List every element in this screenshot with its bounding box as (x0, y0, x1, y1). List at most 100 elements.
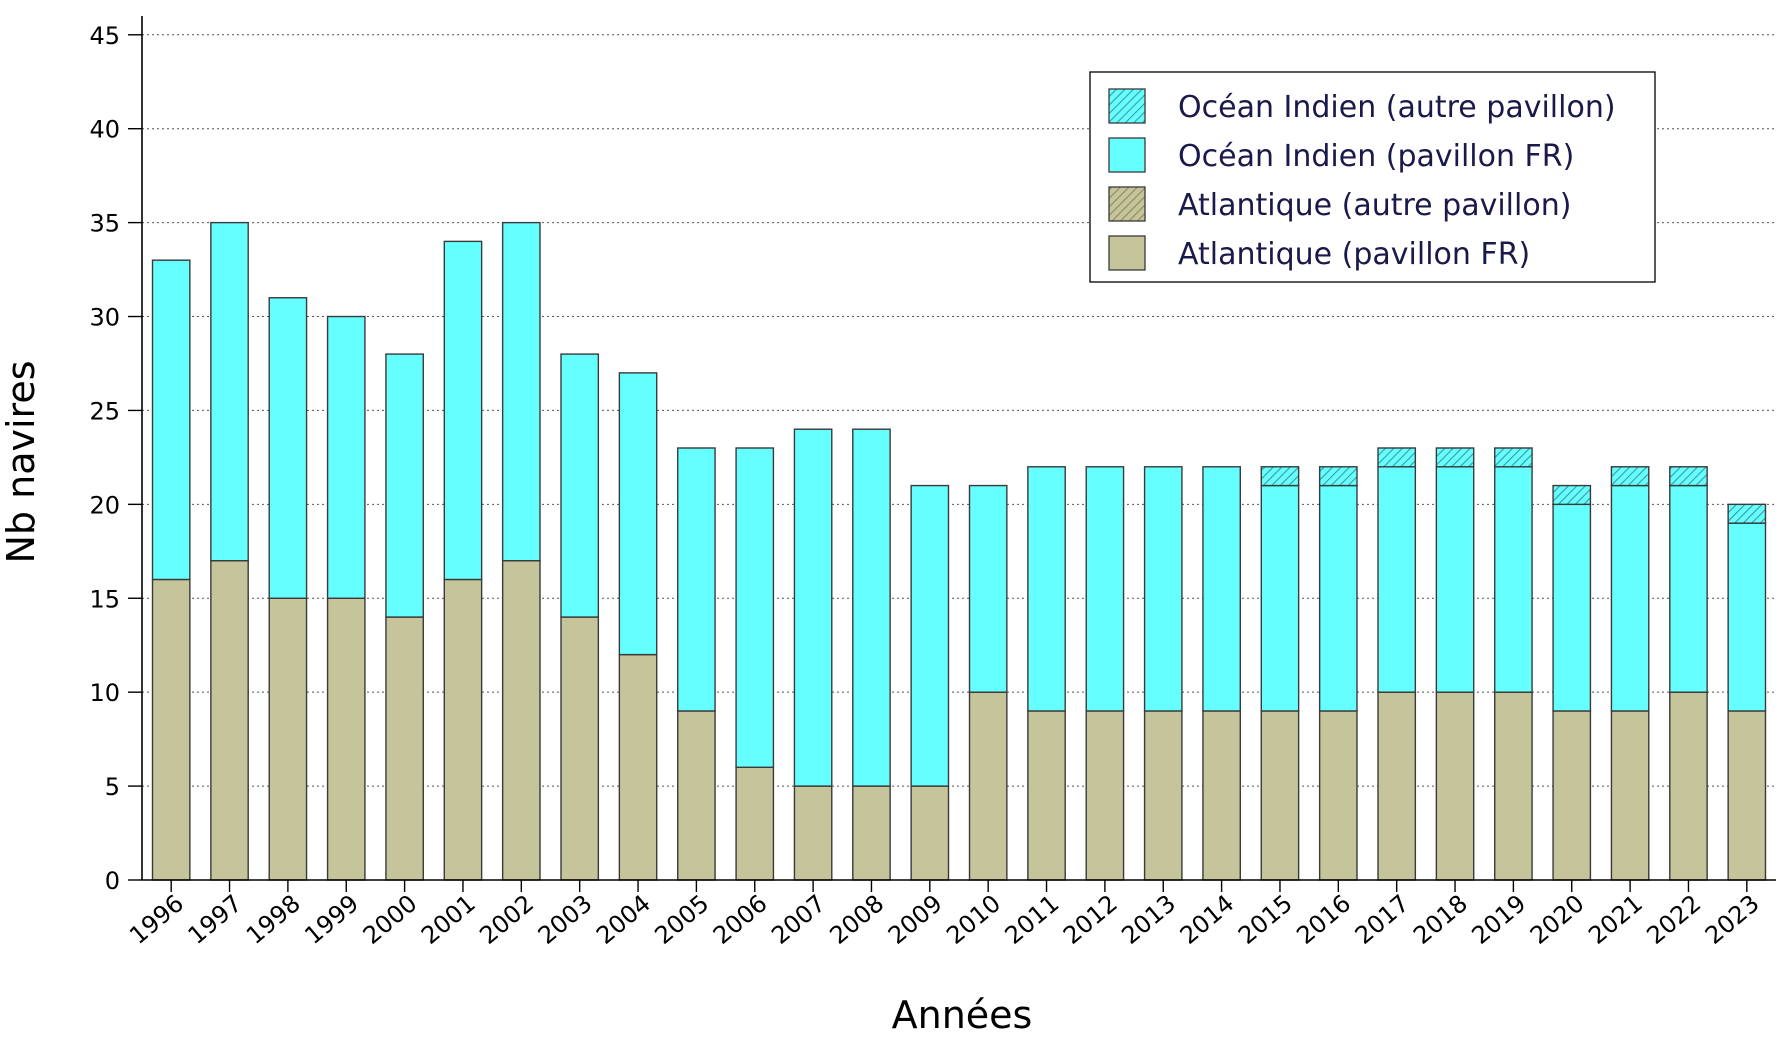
x-tick-label-2009: 2009 (883, 889, 948, 950)
bar-2012-series-2 (1085, 466, 1125, 712)
bar-2012-series-0 (1085, 710, 1125, 881)
x-tick-label-1997: 1997 (183, 889, 248, 950)
bar-1996-series-2 (151, 259, 191, 581)
x-tick-label-1996: 1996 (124, 889, 189, 950)
bar-2000-series-0 (385, 616, 424, 881)
x-axis-title: Années (892, 993, 1033, 1037)
bars (151, 221, 1767, 881)
bar-2022-series-2 (1669, 484, 1708, 693)
bar-2016-series-3 (1318, 466, 1358, 487)
bar-2013-series-0 (1143, 710, 1183, 881)
legend: Océan Indien (autre pavillon) Océan Indie… (1089, 71, 1656, 283)
x-tick-label-2014: 2014 (1175, 889, 1240, 950)
x-tick-label-2013: 2013 (1116, 889, 1181, 950)
bar-1998-series-2 (268, 297, 308, 599)
axes (141, 16, 1776, 881)
x-tick-label-2006: 2006 (708, 889, 773, 950)
bar-2000-series-2 (385, 353, 424, 618)
y-tick-label-20: 20 (89, 491, 120, 519)
bar-2010-series-2 (968, 484, 1008, 693)
y-tick-label-30: 30 (89, 304, 120, 332)
x-tick-label-2004: 2004 (591, 889, 656, 950)
bar-2008-series-0 (852, 785, 891, 881)
x-tick-label-2007: 2007 (766, 889, 831, 950)
bar-2015-series-0 (1260, 710, 1300, 881)
bar-1999-series-0 (326, 597, 366, 881)
y-axis-title: Nb navires (0, 360, 43, 563)
bar-2002-series-0 (501, 559, 541, 881)
bar-2003-series-0 (560, 616, 600, 881)
x-tick-label-2000: 2000 (358, 889, 423, 950)
x-tick-label-2019: 2019 (1466, 889, 1531, 950)
legend-label-0: Océan Indien (autre pavillon) (1178, 90, 1616, 125)
x-tick-label-2008: 2008 (825, 889, 890, 950)
x-tick-label-2011: 2011 (1000, 889, 1065, 950)
bar-2016-series-2 (1318, 484, 1358, 712)
bar-2004-series-2 (618, 372, 658, 656)
bar-2022-series-3 (1669, 466, 1708, 487)
bar-2020-series-3 (1552, 484, 1592, 506)
x-tick-label-2010: 2010 (941, 889, 1006, 950)
legend-swatch-1 (1108, 137, 1146, 173)
bar-1998-series-0 (268, 597, 308, 881)
bar-2005-series-0 (677, 710, 716, 881)
legend-swatch-2 (1108, 186, 1146, 222)
bar-1999-series-2 (326, 315, 366, 599)
bar-2019-series-3 (1494, 447, 1533, 468)
x-tick-label-2001: 2001 (416, 889, 481, 950)
y-tick-label-0: 0 (105, 867, 120, 895)
bar-2005-series-2 (677, 447, 716, 712)
x-tick-label-2021: 2021 (1583, 889, 1648, 950)
x-tick-label-2022: 2022 (1642, 889, 1707, 950)
bar-2008-series-2 (852, 428, 891, 787)
bar-2010-series-0 (968, 691, 1008, 881)
bar-1997-series-2 (210, 221, 249, 562)
bar-2007-series-0 (793, 785, 833, 881)
y-tick-label-35: 35 (89, 210, 120, 238)
bar-2014-series-0 (1202, 710, 1241, 881)
bar-2009-series-2 (910, 484, 950, 787)
bar-2019-series-0 (1494, 691, 1533, 881)
bar-2018-series-0 (1435, 691, 1475, 881)
bar-2021-series-0 (1610, 710, 1650, 881)
bar-2021-series-3 (1610, 466, 1650, 487)
y-tick-label-15: 15 (89, 585, 120, 613)
bar-2006-series-2 (735, 447, 775, 769)
bar-2020-series-0 (1552, 710, 1592, 881)
bar-2001-series-0 (443, 578, 483, 881)
bar-1996-series-0 (151, 578, 191, 881)
bar-2022-series-0 (1669, 691, 1708, 881)
y-tick-label-45: 45 (89, 22, 120, 50)
bar-2023-series-0 (1727, 710, 1767, 881)
bar-2017-series-3 (1377, 447, 1417, 468)
x-tick-label-2020: 2020 (1525, 889, 1590, 950)
x-tick-label-1999: 1999 (299, 889, 364, 950)
legend-label-1: Océan Indien (pavillon FR) (1178, 139, 1574, 174)
bar-2023-series-3 (1727, 503, 1767, 524)
bar-2004-series-0 (618, 653, 658, 881)
legend-label-3: Atlantique (pavillon FR) (1178, 237, 1530, 272)
y-tick-labels: 0 5 10 15 20 25 30 35 40 45 (89, 22, 142, 895)
bar-2018-series-2 (1435, 466, 1475, 693)
legend-box (1089, 71, 1656, 283)
x-tick-label-2017: 2017 (1350, 889, 1415, 950)
bar-1997-series-0 (210, 559, 249, 881)
bar-2017-series-0 (1377, 691, 1417, 881)
x-tick-label-2018: 2018 (1408, 889, 1473, 950)
bar-2003-series-2 (560, 353, 600, 618)
bar-2014-series-2 (1202, 466, 1241, 712)
y-tick-label-10: 10 (89, 679, 120, 707)
bar-2001-series-2 (443, 240, 483, 581)
bar-2002-series-2 (501, 221, 541, 562)
x-tick-label-2002: 2002 (474, 889, 539, 950)
bar-2018-series-3 (1435, 447, 1475, 468)
x-tick-label-2003: 2003 (533, 889, 598, 950)
y-tick-label-25: 25 (89, 397, 120, 425)
bar-2020-series-2 (1552, 503, 1592, 712)
x-tick-label-2023: 2023 (1700, 889, 1765, 950)
bar-2015-series-3 (1260, 466, 1300, 487)
bar-2011-series-0 (1027, 710, 1066, 881)
bar-2015-series-2 (1260, 484, 1300, 712)
x-tick-label-1998: 1998 (241, 889, 306, 950)
